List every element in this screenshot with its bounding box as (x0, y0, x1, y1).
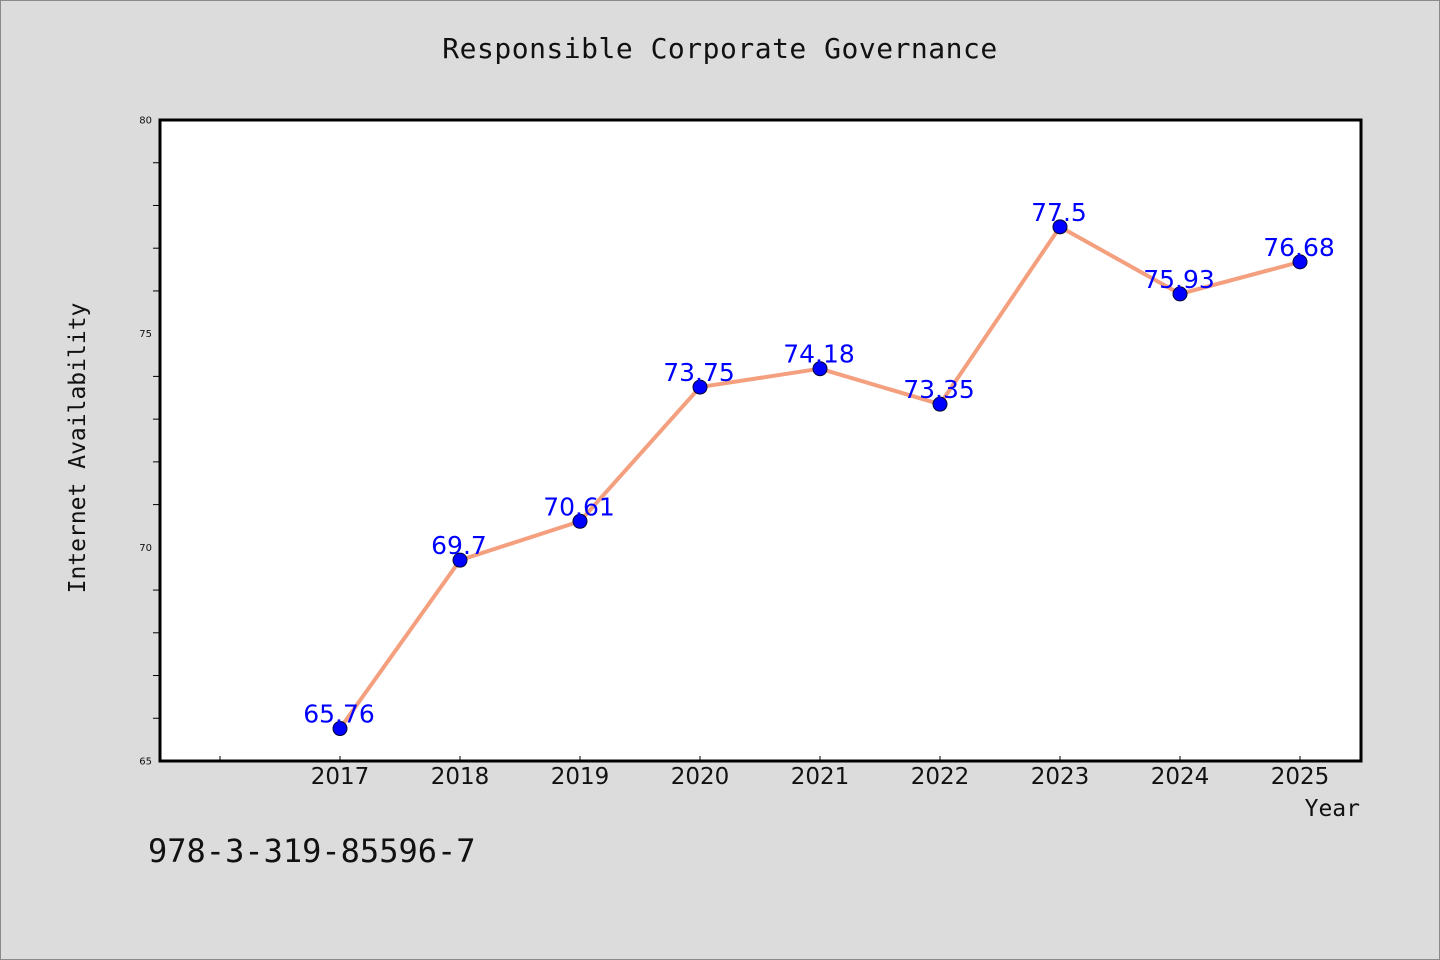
data-point (1052, 219, 1068, 235)
x-tick-label: 2022 (911, 764, 970, 790)
chart-title: Responsible Corporate Governance (442, 32, 998, 65)
data-label: 76.68 (1263, 233, 1335, 262)
data-label: 75.93 (1143, 265, 1215, 294)
y-tick-label: 75 (139, 329, 152, 340)
data-label: 69.7 (431, 531, 487, 560)
y-tick-label: 65 (139, 757, 152, 768)
x-tick-label: 2020 (671, 764, 730, 790)
data-labels-group: 65.76 69.7 70.61 73.75 74.18 73.35 77.5 75.93 76… (303, 198, 1335, 729)
y-axis-label: Internet Availability (65, 302, 91, 594)
y-axis-ticks: 65 70 75 80 (139, 116, 159, 768)
x-tick-label: 2023 (1031, 764, 1090, 790)
x-axis-label: Year (1304, 796, 1360, 822)
data-label: 77.5 (1031, 198, 1087, 227)
y-tick-label: 80 (139, 116, 152, 127)
data-point (1172, 286, 1188, 302)
plot-area (158, 118, 1363, 763)
data-point (812, 361, 828, 377)
data-label: 74.18 (783, 340, 855, 369)
x-tick-label: 2017 (311, 764, 370, 790)
data-point (452, 552, 468, 568)
x-tick-label: 2018 (431, 764, 490, 790)
data-label: 73.35 (903, 375, 975, 404)
series-points-group (332, 219, 1308, 737)
data-point (332, 721, 348, 737)
footer-code: 978-3-319-85596-7 (148, 832, 476, 870)
x-tick-label: 2024 (1151, 764, 1210, 790)
data-label: 73.75 (663, 358, 735, 387)
x-tick-label: 2025 (1271, 764, 1330, 790)
y-tick-label: 70 (139, 543, 152, 554)
data-label: 65.76 (303, 700, 375, 729)
data-point (572, 513, 588, 529)
data-point (692, 379, 708, 395)
x-tick-label: 2019 (551, 764, 610, 790)
x-tick-label: 2021 (791, 764, 850, 790)
x-axis-ticks: 2017 2018 2019 2020 2021 2022 2023 2024 2025 (219, 756, 1330, 790)
data-label: 70.61 (543, 492, 615, 521)
data-point (932, 396, 948, 412)
data-point (1292, 254, 1308, 270)
